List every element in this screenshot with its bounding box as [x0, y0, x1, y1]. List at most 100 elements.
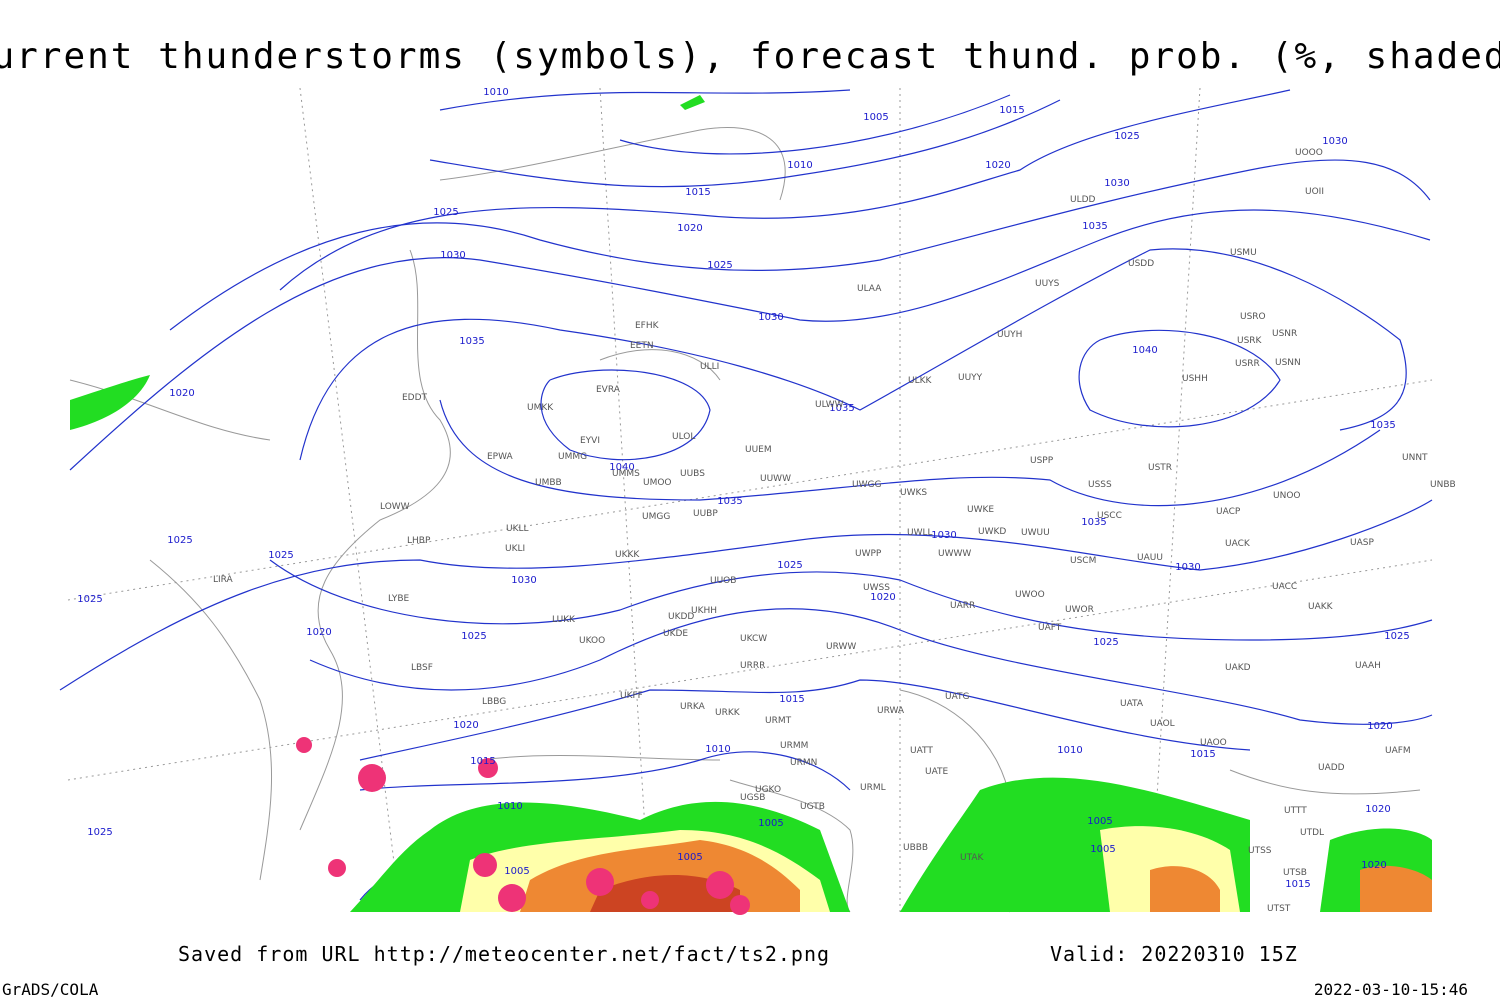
station-label: UUWW [760, 474, 791, 484]
isobars [59, 89, 1433, 901]
station-label: ULOL [672, 432, 695, 442]
isobar-label: 1020 [1361, 860, 1386, 871]
isobar-label: 1010 [1057, 745, 1082, 756]
station-label: ULLI [700, 362, 719, 372]
map-area [59, 87, 1433, 915]
isobar-label: 1035 [1082, 221, 1107, 232]
isobar-label: 1035 [1370, 420, 1395, 431]
isobar-label: 1015 [470, 756, 495, 767]
station-label: URKA [680, 702, 706, 712]
isobar-label: 1035 [829, 403, 854, 414]
isobar-label: 1025 [777, 560, 802, 571]
isobar-label: 1005 [677, 852, 702, 863]
station-label: USRO [1240, 312, 1266, 322]
isobar-label: 1010 [497, 801, 522, 812]
station-label: USSS [1088, 480, 1112, 490]
isobar-label: 1035 [1081, 517, 1106, 528]
storm-symbols [296, 737, 750, 915]
station-label: UUBS [680, 469, 705, 479]
station-label: UASP [1350, 538, 1374, 548]
station-label: UTSB [1283, 868, 1307, 878]
station-label: UATE [925, 767, 949, 777]
isobar-label: 1020 [306, 627, 331, 638]
isobar-label: 1020 [677, 223, 702, 234]
source-url: Saved from URL http://meteocenter.net/fa… [178, 942, 830, 966]
station-label: USHH [1182, 374, 1208, 384]
station-label: USNN [1275, 358, 1301, 368]
station-label: UOOO [1295, 148, 1323, 158]
isobar-label: 1025 [461, 631, 486, 642]
station-label: UTST [1267, 904, 1291, 914]
isobar-label: 1025 [707, 260, 732, 271]
station-label: UNNT [1402, 453, 1428, 463]
thunderstorm-probability [70, 95, 1432, 912]
station-label: UOII [1305, 187, 1324, 197]
station-label: UAUU [1137, 553, 1163, 563]
isobar-label: 1015 [1285, 879, 1310, 890]
isobar-label: 1020 [870, 592, 895, 603]
isobar-label: 1020 [453, 720, 478, 731]
station-label: USCM [1070, 556, 1096, 566]
isobar-label: 1005 [504, 866, 529, 877]
station-label: EPWA [487, 452, 514, 462]
station-label: UAOL [1150, 719, 1175, 729]
station-label: LYBE [388, 594, 409, 604]
station-label: UMKK [527, 403, 554, 413]
isobar-label: 1020 [1367, 721, 1392, 732]
station-label: LBSF [411, 663, 433, 673]
station-label: UWPP [855, 549, 882, 559]
isobar-label: 1010 [705, 744, 730, 755]
station-label: UTDL [1300, 828, 1324, 838]
isobar-label: 1030 [511, 575, 536, 586]
station-label: URWA [877, 706, 905, 716]
station-label: UTAK [960, 853, 985, 863]
station-label: UMOO [643, 478, 672, 488]
station-label: LUKK [552, 615, 576, 625]
station-label: UWSS [863, 583, 890, 593]
station-label: URML [860, 783, 886, 793]
isobar-label: 1015 [1190, 749, 1215, 760]
labels: 1010 1005 1015 1010 1020 1025 1030 1015 1030 1025… [77, 87, 1455, 914]
isobar-label: 1035 [717, 496, 742, 507]
station-label: UATT [910, 746, 933, 756]
station-label: UAAH [1355, 661, 1381, 671]
isobar-label: 1010 [483, 87, 508, 98]
isobar-label: 1035 [459, 336, 484, 347]
isobar-label: 1025 [1093, 637, 1118, 648]
station-label: UAKK [1308, 602, 1334, 612]
station-label: UMBB [535, 478, 562, 488]
station-label: UKCW [740, 634, 767, 644]
station-label: USTR [1148, 463, 1172, 473]
station-label: USNR [1272, 329, 1297, 339]
station-label: UWKS [900, 488, 927, 498]
station-label: USDD [1128, 259, 1154, 269]
station-label: UWKE [967, 505, 994, 515]
isobar-label: 1005 [1090, 844, 1115, 855]
station-label: UMGG [642, 512, 670, 522]
station-label: URMN [790, 758, 817, 768]
station-label: ULWW [815, 400, 844, 410]
station-label: UGKO [755, 785, 781, 795]
station-label: UNBB [1430, 480, 1456, 490]
station-label: UUOB [710, 576, 736, 586]
coastlines [67, 87, 1433, 913]
isobar-label: 1030 [758, 312, 783, 323]
isobar-label: 1025 [87, 827, 112, 838]
station-label: UBBB [903, 843, 928, 853]
station-label: UWLL [907, 528, 933, 538]
isobar-label: 1015 [685, 187, 710, 198]
isobar-label: 1030 [1104, 178, 1129, 189]
station-label: UKHH [691, 606, 717, 616]
software: GrADS/COLA [2, 980, 99, 999]
isobar-label: 1015 [779, 694, 804, 705]
isobar-label: 1015 [999, 105, 1024, 116]
station-label: USCC [1097, 511, 1122, 521]
station-label: URWW [826, 642, 856, 652]
station-label: UTTT [1284, 806, 1307, 816]
isobar-label: 1025 [433, 207, 458, 218]
station-label: UGSB [740, 793, 765, 803]
station-label: UUBP [693, 509, 718, 519]
map-frame [68, 88, 1432, 912]
station-label: ULKK [908, 376, 933, 386]
station-label: UUYS [1035, 279, 1060, 289]
